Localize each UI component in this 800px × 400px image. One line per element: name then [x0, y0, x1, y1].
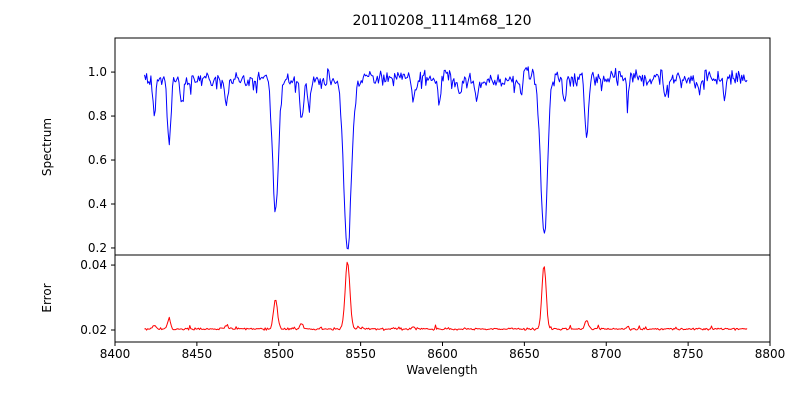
xtick-label: 8700	[591, 347, 622, 361]
xtick-label: 8400	[100, 347, 131, 361]
spectrum-ytick-label: 0.8	[88, 109, 107, 123]
error-ytick-label: 0.04	[80, 258, 107, 272]
spectrum-ytick-label: 1.0	[88, 65, 107, 79]
error-ytick-label: 0.02	[80, 323, 107, 337]
spectrum-line	[144, 66, 748, 250]
xtick-label: 8550	[345, 347, 376, 361]
spectrum-ytick-label: 0.6	[88, 153, 107, 167]
xtick-label: 8800	[755, 347, 786, 361]
chart-title: 20110208_1114m68_120	[352, 13, 532, 29]
wavelength-axis-label: Wavelength	[406, 363, 478, 377]
xtick-label: 8450	[182, 347, 213, 361]
xtick-label: 8500	[263, 347, 294, 361]
spectrum-panel-border	[114, 37, 771, 256]
spectrum-ytick-label: 0.4	[88, 197, 107, 211]
spectrum-ytick-label: 0.2	[88, 241, 107, 255]
xtick-label: 8600	[427, 347, 458, 361]
error-line	[144, 261, 748, 331]
xtick-label: 8650	[509, 347, 540, 361]
xtick-label: 8750	[673, 347, 704, 361]
